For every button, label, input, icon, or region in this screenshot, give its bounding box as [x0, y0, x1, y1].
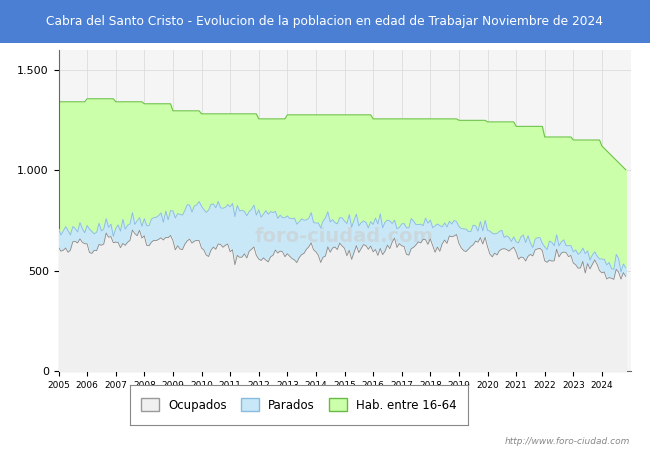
- Legend: Ocupados, Parados, Hab. entre 16-64: Ocupados, Parados, Hab. entre 16-64: [136, 394, 462, 416]
- Text: Cabra del Santo Cristo - Evolucion de la poblacion en edad de Trabajar Noviembre: Cabra del Santo Cristo - Evolucion de la…: [47, 15, 603, 28]
- Text: foro-ciudad.com: foro-ciudad.com: [255, 227, 434, 246]
- Text: http://www.foro-ciudad.com: http://www.foro-ciudad.com: [505, 436, 630, 446]
